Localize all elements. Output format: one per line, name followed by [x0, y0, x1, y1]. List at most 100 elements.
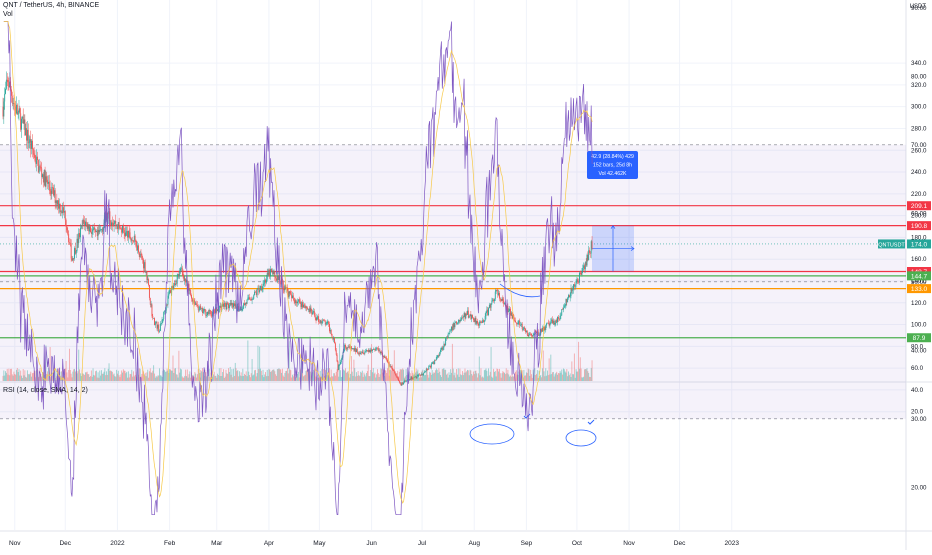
volume-bar — [32, 373, 33, 381]
candle-body — [487, 309, 489, 316]
volume-bar — [382, 372, 383, 381]
candle-body — [488, 304, 490, 309]
rsi-circle-right — [565, 429, 597, 447]
candle-body — [455, 321, 457, 323]
candle-body — [191, 298, 193, 302]
volume-bar — [515, 371, 516, 381]
volume-bar — [462, 371, 463, 381]
candle-body — [288, 291, 290, 298]
volume-bar — [464, 368, 466, 381]
candle-body — [536, 331, 537, 334]
candle-body — [313, 311, 314, 313]
candle-body — [182, 272, 184, 277]
volume-bar — [579, 357, 581, 381]
candle-body — [124, 233, 126, 236]
candle-body — [545, 325, 547, 330]
candle-body — [12, 103, 14, 104]
candle-body — [47, 179, 49, 184]
volume-bar — [69, 369, 71, 381]
candle-body — [8, 82, 10, 88]
drawings[interactable] — [469, 283, 597, 447]
candle-body — [484, 316, 486, 321]
candle-body — [544, 326, 546, 330]
volume-bar — [185, 369, 187, 381]
volume-bar — [155, 375, 157, 381]
candle-body — [195, 303, 197, 305]
candle-body — [566, 299, 568, 303]
volume-bar — [458, 376, 460, 381]
volume-bar — [430, 374, 432, 381]
candle-body — [62, 207, 64, 214]
level-tag-text: 87.9 — [913, 335, 926, 342]
volume-bar — [144, 372, 146, 381]
candle-body — [307, 308, 309, 310]
volume-bar — [318, 377, 320, 381]
candle-body — [90, 232, 92, 234]
candle-body — [541, 327, 543, 332]
volume-bar — [29, 373, 31, 381]
candle-body — [147, 279, 149, 280]
price-tick-label: 160.0 — [911, 256, 927, 263]
candle-body — [93, 227, 95, 230]
volume-bar — [547, 375, 549, 381]
volume-bar — [380, 368, 382, 381]
volume-bar — [106, 371, 107, 381]
volume-bar — [148, 371, 150, 381]
candle-body — [330, 330, 332, 335]
volume-bar — [317, 375, 319, 381]
volume-bar — [139, 368, 141, 381]
volume-bar — [412, 372, 414, 381]
volume-bar — [557, 374, 558, 381]
candle-body — [567, 297, 569, 303]
candle-body — [583, 265, 585, 268]
volume-bar — [441, 369, 443, 381]
price-levels[interactable] — [0, 205, 906, 339]
volume-bar — [169, 369, 171, 381]
volume-bar — [128, 377, 130, 381]
candle-body — [329, 324, 330, 332]
volume-bar — [93, 374, 95, 381]
volume-bar — [74, 368, 75, 381]
volume-bar — [386, 373, 388, 381]
candle-body — [118, 222, 120, 225]
candle-body — [41, 168, 43, 178]
candle-body — [233, 303, 235, 308]
candle-body — [351, 348, 353, 350]
volume-bar — [525, 375, 527, 381]
candle-body — [260, 285, 262, 291]
candle-body — [443, 343, 445, 348]
candle-body — [152, 316, 154, 319]
candle-body — [120, 228, 122, 229]
measure-arrowhead-up — [610, 225, 616, 229]
volume-bar — [505, 368, 507, 381]
volume-bar — [286, 370, 288, 381]
volume-bar — [253, 374, 255, 381]
volume-bar — [340, 377, 342, 381]
price-axis[interactable]: 20.0 40.0 60.0 80.0 100.0 120.0 140.0 160.0 180.… — [911, 5, 927, 492]
volume-bar — [288, 341, 290, 381]
measure-box[interactable]: 42.9 (28.84%) 429 152 bars, 25d 8h Vol 42.… — [587, 151, 638, 272]
volume-bar — [48, 374, 50, 381]
candle-body — [99, 230, 101, 233]
volume-bar — [495, 376, 497, 381]
time-axis[interactable]: Nov Dec 2022 Feb Mar Apr May Jun Jul Aug Sep Oct Nov… — [9, 540, 739, 547]
candle-body — [69, 242, 70, 243]
candle-body — [568, 295, 569, 298]
volume-bar — [531, 377, 533, 381]
rsi-tick-label: 90.00 — [911, 5, 927, 12]
candle-body — [284, 284, 286, 291]
candle-body — [143, 259, 144, 269]
candle-body — [232, 303, 234, 308]
volume-bar — [456, 369, 458, 381]
volume-bar — [21, 377, 23, 381]
volume-bar — [193, 376, 195, 381]
candle-body — [194, 301, 196, 305]
candle-body — [404, 380, 406, 382]
candle-body — [262, 284, 264, 289]
volume-bar — [586, 368, 588, 381]
candle-body — [552, 319, 553, 324]
volume-bar — [98, 377, 100, 381]
volume-bar — [572, 374, 574, 381]
